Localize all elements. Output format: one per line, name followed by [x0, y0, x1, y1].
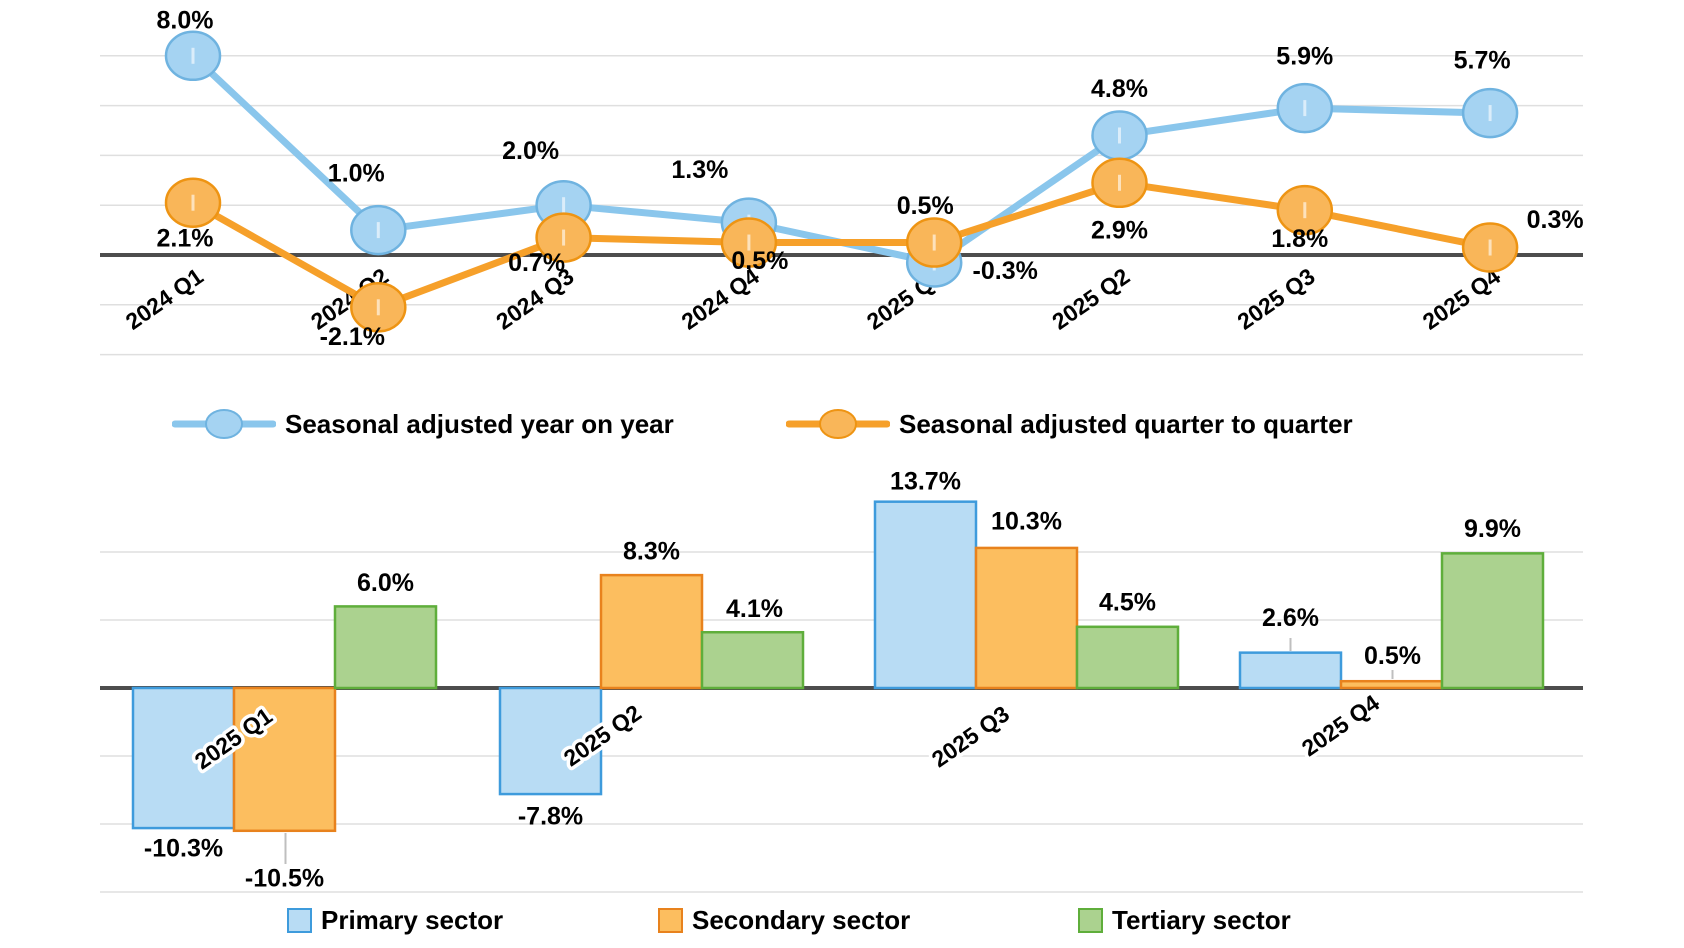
green-bar: [700, 630, 805, 690]
orange-data-label: 2.1%: [157, 224, 214, 252]
legend-item-quarter-to-quarter: Seasonal adjusted quarter to quarter: [786, 404, 1353, 444]
blue-bar: [1238, 651, 1343, 690]
legend-line-marker-graphic: [172, 409, 276, 439]
bar-data-label: 10.3%: [991, 508, 1062, 536]
blue-data-label: 5.7%: [1454, 47, 1511, 75]
quarter-to-quarter-legend-label: Seasonal adjusted quarter to quarter: [899, 408, 1353, 439]
blue-data-label: 8.0%: [157, 6, 214, 34]
orange-bar: [232, 686, 337, 833]
green-bar: [1440, 552, 1545, 690]
bar-data-label: 9.9%: [1464, 515, 1521, 543]
bar-data-label: -7.8%: [518, 803, 583, 831]
secondary-sector-swatch-icon: [658, 907, 683, 933]
orange-data-label: 0.5%: [731, 247, 788, 275]
orange-data-label: 2.9%: [1091, 216, 1148, 244]
orange-bar: [599, 573, 704, 690]
line-chart-category-label: 2025 Q4: [1418, 263, 1505, 335]
orange-data-label: 0.3%: [1527, 206, 1584, 234]
line-series-blue: 8.0% 1.0% 2.0% 1.3% -0.3% 4.8% 5.9% 5.7%: [157, 6, 1519, 288]
bar-data-label: 0.5%: [1364, 642, 1421, 670]
line-chart-legend: Seasonal adjusted year on year Seasonal …: [0, 404, 1684, 448]
legend-item-year-on-year: Seasonal adjusted year on year: [172, 404, 674, 444]
tertiary-sector-swatch-icon: [1078, 907, 1103, 933]
blue-data-label: 4.8%: [1091, 75, 1148, 103]
bar-chart-category-label: 2025 Q4: [1297, 689, 1384, 761]
year-on-year-legend-marker-icon: [172, 407, 276, 441]
secondary-sector-legend-label: Secondary sector: [692, 904, 911, 935]
bar-chart-legend: Primary sector Secondary sector Tertiary…: [0, 900, 1684, 940]
line-series-orange: 2.1% -2.1% 0.7% 0.5% 0.5% 2.9% 1.8% 0.3%: [157, 157, 1584, 351]
legend-item-primary-sector: Primary sector: [287, 900, 503, 940]
bar-data-label: 2.6%: [1262, 604, 1319, 632]
bar-chart-category-label: 2025 Q3: [927, 700, 1014, 772]
blue-bar: [873, 500, 978, 690]
quarter-to-quarter-legend-marker-icon: [786, 407, 890, 441]
orange-data-label: 1.8%: [1271, 225, 1328, 253]
blue-data-label: 5.9%: [1276, 43, 1333, 71]
legend-item-secondary-sector: Secondary sector: [658, 900, 910, 940]
green-bar: [333, 605, 438, 690]
legend-line-ellipse: [205, 409, 243, 439]
orange-data-label: 0.7%: [508, 249, 565, 277]
legend-item-tertiary-sector: Tertiary sector: [1078, 900, 1291, 940]
orange-bar: [974, 546, 1079, 690]
line-chart-category-label: 2025 Q2: [1047, 263, 1134, 335]
orange-series-line: [189, 179, 1494, 311]
blue-bar: [498, 686, 603, 796]
blue-data-label: 1.0%: [328, 160, 385, 188]
bar-data-label: 8.3%: [623, 538, 680, 566]
legend-line-marker-graphic: [786, 409, 890, 439]
primary-sector-swatch-icon: [287, 907, 312, 933]
bar-series-green: [333, 552, 1545, 690]
bar-data-label: 4.5%: [1099, 588, 1156, 616]
year-on-year-legend-label: Seasonal adjusted year on year: [285, 408, 674, 439]
bar-chart: -10.3% -7.8% 13.7% 2.6% -10.5% 8.3% 10.3% 0.5% 6…: [100, 467, 1583, 893]
primary-sector-legend-label: Primary sector: [321, 904, 504, 935]
line-chart: 2024 Q1 2024 Q2 2024 Q3 2024 Q4 2025 Q1 2025 …: [100, 6, 1584, 356]
blue-data-label: 1.3%: [671, 156, 728, 184]
line-chart-category-label: 2024 Q1: [121, 263, 208, 335]
bar-series-blue: [131, 500, 1343, 830]
orange-data-label: -2.1%: [320, 323, 385, 351]
green-bar: [1075, 625, 1180, 690]
bar-data-label: 13.7%: [890, 467, 961, 495]
bar-data-label: -10.5%: [245, 864, 324, 892]
blue-data-label: -0.3%: [973, 257, 1038, 285]
tertiary-sector-legend-label: Tertiary sector: [1112, 904, 1291, 935]
bar-data-label: 4.1%: [726, 595, 783, 623]
orange-data-label: 0.5%: [897, 192, 954, 220]
line-chart-category-label: 2025 Q3: [1232, 263, 1319, 335]
bar-data-label: -10.3%: [144, 835, 223, 863]
bar-series-orange: [232, 546, 1444, 833]
bar-data-label: 6.0%: [357, 569, 414, 597]
legend-line-ellipse: [819, 409, 857, 439]
blue-data-label: 2.0%: [502, 137, 559, 165]
orange-bar: [1339, 679, 1444, 690]
